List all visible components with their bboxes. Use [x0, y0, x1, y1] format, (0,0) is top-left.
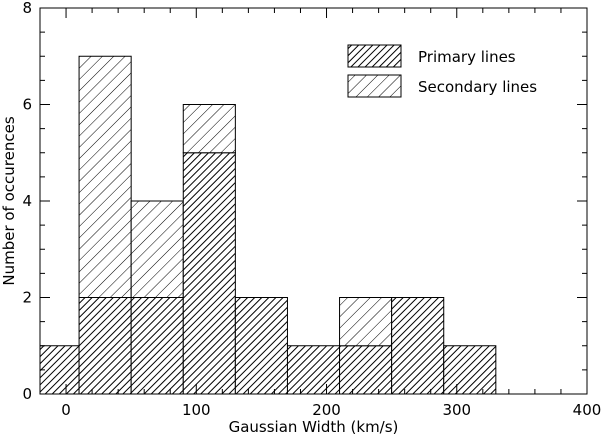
bar-secondary: [339, 297, 393, 347]
bar-secondary: [182, 104, 236, 154]
x-tick-label: 200: [312, 401, 341, 419]
y-tick-label: 2: [22, 289, 32, 307]
legend-swatch-primary: [347, 44, 402, 68]
bar-secondary: [130, 200, 184, 298]
axis-ticks: [39, 7, 588, 395]
axis-tick-labels: 0 100 200 300 400 0 2 4 6 8: [22, 0, 601, 419]
y-tick-label: 6: [22, 96, 32, 114]
legend-label-primary: Primary lines: [418, 48, 516, 66]
legend: Primary lines Secondary lines: [347, 44, 537, 98]
bar-primary: [78, 297, 132, 395]
x-tick-label: 0: [61, 401, 71, 419]
y-tick-label: 4: [22, 192, 32, 210]
y-axis-label: Number of occurences: [0, 116, 18, 285]
x-tick-label: 400: [573, 401, 602, 419]
bar-primary: [234, 297, 288, 395]
bar-primary: [391, 297, 445, 395]
x-tick-label: 300: [442, 401, 471, 419]
x-tick-label: 100: [182, 401, 211, 419]
legend-label-secondary: Secondary lines: [418, 78, 537, 96]
y-tick-label: 8: [22, 0, 32, 17]
bar-primary: [39, 345, 80, 395]
histogram-bars: [39, 55, 497, 395]
bar-primary: [443, 345, 497, 395]
bar-primary: [339, 345, 393, 395]
bar-primary: [182, 152, 236, 395]
x-axis-label: Gaussian Width (km/s): [229, 418, 399, 436]
y-tick-label: 0: [22, 385, 32, 403]
legend-swatch-secondary: [347, 74, 402, 98]
bar-secondary: [78, 55, 132, 298]
bar-primary: [130, 297, 184, 395]
bar-primary: [286, 345, 341, 395]
